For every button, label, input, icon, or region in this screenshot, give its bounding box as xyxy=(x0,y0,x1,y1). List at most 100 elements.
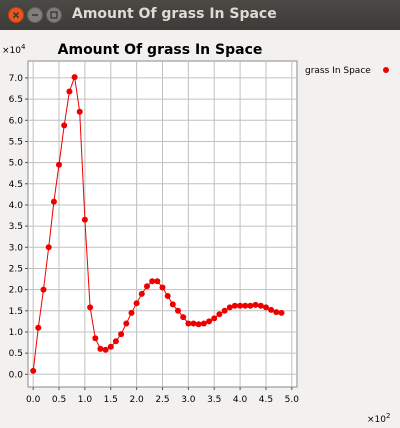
data-point xyxy=(278,309,285,316)
y-tick-label: 2.5 xyxy=(9,264,23,274)
x-tick-label: 2.0 xyxy=(129,395,144,405)
data-point xyxy=(50,198,57,205)
y-multiplier-exp: 4 xyxy=(21,43,26,51)
data-point xyxy=(211,315,218,322)
data-point xyxy=(231,302,238,309)
data-point xyxy=(226,304,233,311)
data-point xyxy=(40,286,47,293)
close-button[interactable] xyxy=(8,7,24,23)
data-point xyxy=(133,300,140,307)
x-tick-label: 0.5 xyxy=(52,395,66,405)
x-tick-label: 1.5 xyxy=(104,395,118,405)
data-point xyxy=(118,331,125,338)
y-tick-label: 6.5 xyxy=(9,95,23,105)
data-point xyxy=(185,320,192,327)
y-tick-label: 5.0 xyxy=(9,159,24,169)
data-point xyxy=(30,367,37,374)
data-point xyxy=(180,314,187,321)
x-tick-label: 3.5 xyxy=(207,395,221,405)
data-point xyxy=(190,320,197,327)
window-titlebar[interactable]: Amount Of grass In Space xyxy=(0,0,400,30)
data-point xyxy=(123,320,130,327)
data-point xyxy=(61,122,68,129)
data-point xyxy=(45,244,52,251)
data-point xyxy=(268,306,275,313)
x-multiplier-exp: 2 xyxy=(386,412,390,420)
data-point xyxy=(149,278,156,285)
x-tick-label: 4.0 xyxy=(233,395,248,405)
maximize-icon xyxy=(50,11,58,19)
data-point xyxy=(71,74,78,81)
data-point xyxy=(128,309,135,316)
data-point xyxy=(107,343,114,350)
data-point xyxy=(263,304,269,311)
data-point xyxy=(195,321,202,328)
data-point xyxy=(138,290,145,297)
data-point xyxy=(169,301,176,308)
data-point xyxy=(81,216,88,223)
y-tick-label: 4.0 xyxy=(9,201,24,211)
minimize-icon xyxy=(32,14,38,16)
data-point xyxy=(56,161,62,168)
data-point xyxy=(252,301,259,308)
data-point xyxy=(144,283,150,290)
y-tick-label: 0.0 xyxy=(9,370,24,380)
chart-panel: 0.0 0.5 1.0 1.5 2.0 2.5 3.0 3.5 4.0 4.5 5.0 5.5 6.0 6… xyxy=(0,30,400,428)
data-point xyxy=(35,324,42,331)
y-tick-label: 4.5 xyxy=(9,180,23,190)
y-axis-multiplier: ×104 xyxy=(2,43,26,56)
data-point xyxy=(66,88,73,95)
legend: grass In Space xyxy=(305,66,389,76)
data-point xyxy=(76,108,83,115)
data-point xyxy=(247,302,254,309)
y-tick-label: 3.0 xyxy=(9,243,24,253)
close-icon xyxy=(12,11,20,19)
x-axis-ticks: 0.0 0.5 1.0 1.5 2.0 2.5 3.0 3.5 4.0 4.5 5.0 xyxy=(26,387,299,405)
x-tick-label: 5.0 xyxy=(285,395,300,405)
y-tick-label: 0.5 xyxy=(9,349,23,359)
minimize-button[interactable] xyxy=(27,7,43,23)
data-point xyxy=(154,278,161,285)
data-point xyxy=(164,293,171,299)
x-tick-label: 2.5 xyxy=(155,395,169,405)
y-axis-ticks: 0.0 0.5 1.0 1.5 2.0 2.5 3.0 3.5 4.0 4.5 5.0 5.5 6.0 6… xyxy=(9,74,28,380)
chart: 0.0 0.5 1.0 1.5 2.0 2.5 3.0 3.5 4.0 4.5 5.0 5.5 6.0 6… xyxy=(2,42,390,425)
x-axis-multiplier: ×102 xyxy=(367,412,390,425)
y-tick-label: 6.0 xyxy=(9,116,24,126)
x-tick-label: 3.0 xyxy=(181,395,196,405)
y-tick-label: 3.5 xyxy=(9,222,23,232)
x-tick-label: 1.0 xyxy=(78,395,93,405)
y-tick-label: 1.0 xyxy=(9,328,24,338)
chart-title: Amount Of grass In Space xyxy=(58,42,263,58)
maximize-button[interactable] xyxy=(46,7,62,23)
data-point xyxy=(97,345,104,352)
x-tick-label: 4.5 xyxy=(259,395,273,405)
grid xyxy=(28,61,297,387)
data-point xyxy=(257,302,264,309)
data-point xyxy=(221,307,228,314)
data-point xyxy=(237,302,244,309)
data-point xyxy=(206,318,213,325)
data-point xyxy=(159,284,166,291)
series-points xyxy=(30,74,285,374)
data-point xyxy=(242,302,249,309)
legend-marker xyxy=(383,67,389,73)
data-point xyxy=(112,338,119,345)
y-tick-label: 5.5 xyxy=(9,137,23,147)
data-point xyxy=(87,304,94,311)
y-tick-label: 7.0 xyxy=(9,74,24,84)
x-tick-label: 0.0 xyxy=(26,395,41,405)
data-point xyxy=(216,311,223,318)
y-tick-label: 2.0 xyxy=(9,286,24,296)
data-point xyxy=(200,320,207,327)
data-point xyxy=(102,346,109,353)
data-point xyxy=(92,335,99,342)
window-title: Amount Of grass In Space xyxy=(72,6,277,22)
y-multiplier-base: ×10 xyxy=(2,46,21,56)
y-tick-label: 1.5 xyxy=(9,307,23,317)
x-multiplier-base: ×10 xyxy=(367,415,386,425)
legend-label: grass In Space xyxy=(305,66,371,76)
data-point xyxy=(175,307,181,314)
data-point xyxy=(273,309,280,316)
